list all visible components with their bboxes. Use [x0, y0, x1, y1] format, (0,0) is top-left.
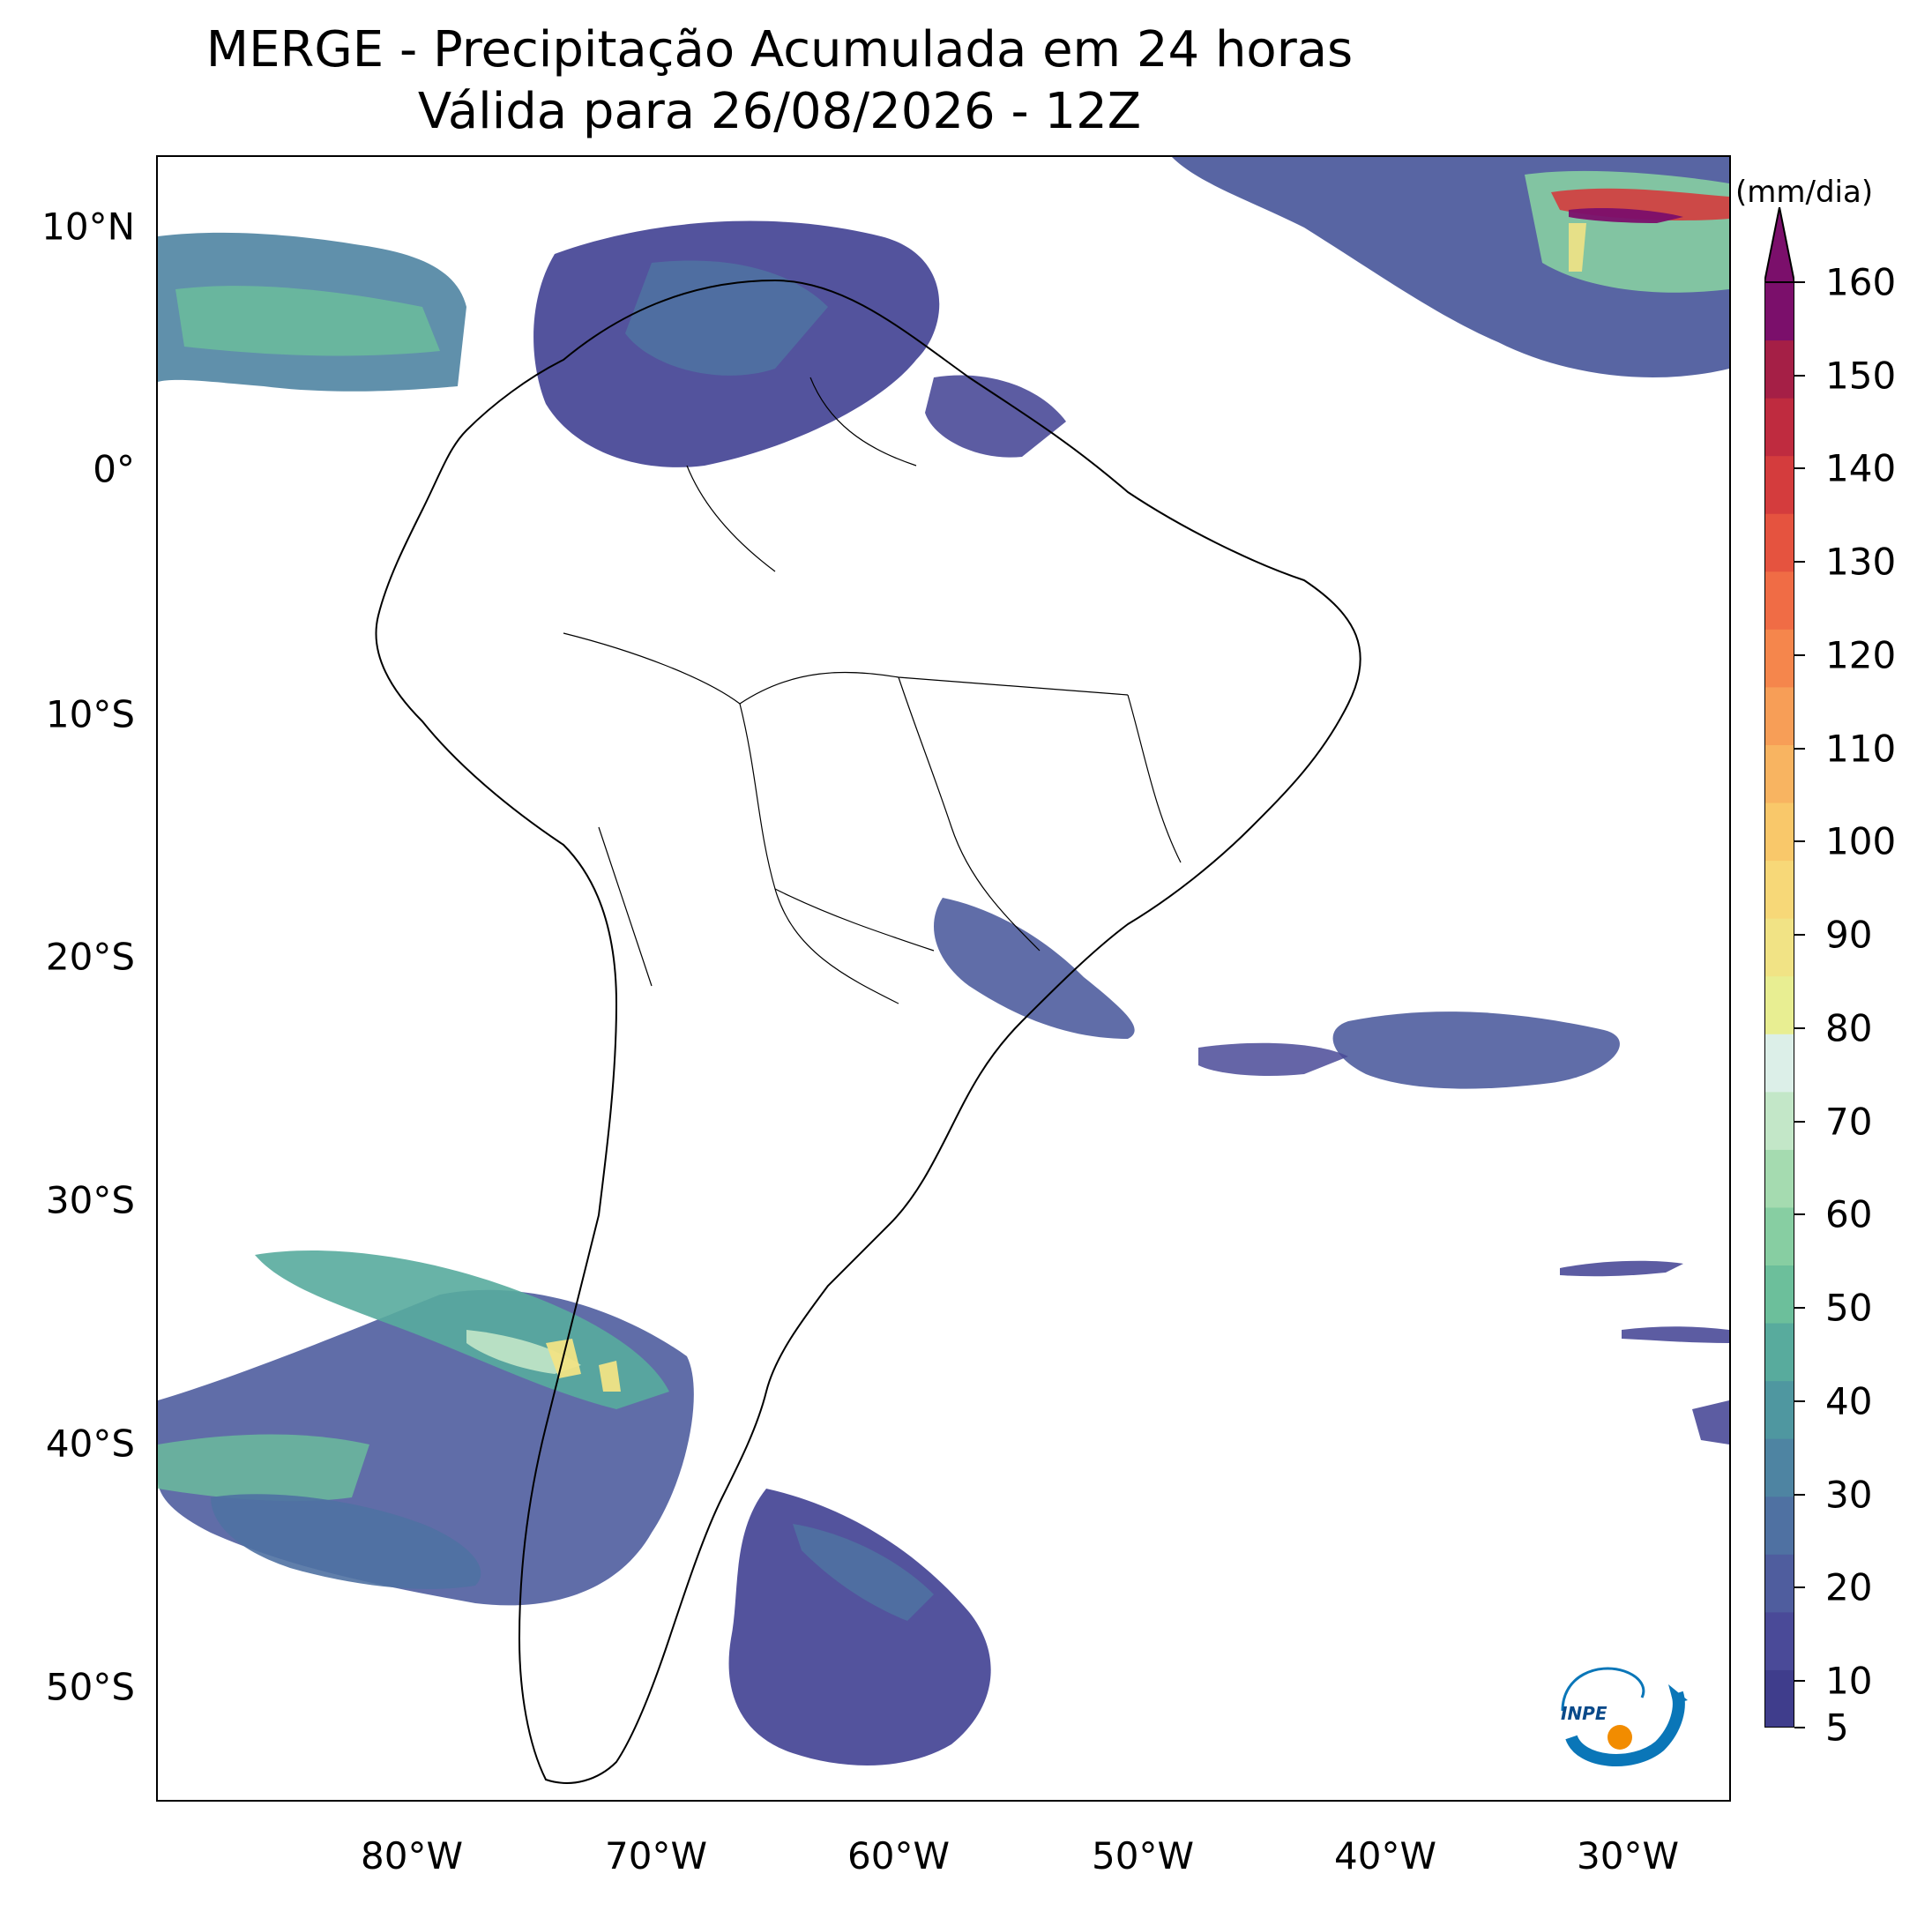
colorbar [1764, 207, 1794, 1728]
colorbar-tick-label: 70 [1825, 1100, 1873, 1144]
colorbar-extend-arrow [1764, 207, 1794, 283]
colorbar-tick-mark [1794, 1400, 1805, 1402]
precip-patagonia-atlantic [728, 1489, 991, 1765]
colorbar-tick-mark [1794, 1586, 1805, 1589]
colorbar-tick-mark [1794, 374, 1805, 377]
colorbar-tick-label: 30 [1825, 1473, 1873, 1517]
colorbar-segment [1764, 340, 1794, 399]
colorbar-segment [1764, 1265, 1794, 1324]
inpe-logo: INPE [1561, 1667, 1688, 1766]
lon-label-60W: 60°W [847, 1834, 950, 1877]
precip-fields [158, 157, 1729, 1765]
colorbar-segment [1764, 744, 1794, 803]
colorbar-segment [1764, 1438, 1794, 1497]
colorbar-tick-mark [1794, 1727, 1805, 1728]
title-line-1: MERGE - Precipitação Acumulada em 24 hor… [205, 21, 1354, 78]
colorbar-segment [1764, 1206, 1794, 1266]
colorbar-tick-mark [1794, 934, 1805, 937]
lon-label-50W: 50°W [1092, 1834, 1194, 1877]
colorbar-segment [1764, 686, 1794, 745]
colorbar-segment [1764, 398, 1794, 457]
colorbar-tick-label: 130 [1825, 540, 1897, 584]
colorbar-tick-mark [1794, 1307, 1805, 1310]
colorbar-segment [1764, 860, 1794, 919]
colorbar-tick-mark [1794, 467, 1805, 470]
precip-paraguay [934, 898, 1135, 1039]
colorbar-tick-label: 90 [1825, 913, 1873, 957]
colorbar-tick-mark [1794, 1026, 1805, 1029]
lat-label-10N: 10°N [41, 205, 135, 249]
colorbar-tick-label: 100 [1825, 819, 1897, 863]
title-line-2: Válida para 26/08/2026 - 12Z [417, 83, 1142, 140]
map-panel [156, 155, 1731, 1802]
colorbar-segment [1764, 1034, 1794, 1093]
colorbar-segment [1764, 1669, 1794, 1728]
colorbar-segment [1764, 455, 1794, 514]
colorbar-tick-label: 140 [1825, 446, 1897, 490]
colorbar-tick-label: 50 [1825, 1286, 1873, 1330]
colorbar-tick-mark [1794, 1680, 1805, 1683]
colorbar-segment [1764, 802, 1794, 862]
lon-label-40W: 40°W [1334, 1834, 1436, 1877]
lat-label-40S: 40°S [45, 1422, 135, 1466]
colorbar-segment [1764, 975, 1794, 1034]
colorbar-tick-label: 20 [1825, 1565, 1873, 1609]
colorbar-unit: (mm/dia) [1735, 175, 1874, 210]
country-borders [563, 377, 1182, 1004]
precip-atlantic-se [1332, 1011, 1620, 1089]
colorbar-tick-mark [1794, 1213, 1805, 1216]
south-america-outline [375, 279, 1361, 1784]
lat-label-50S: 50°S [45, 1665, 135, 1709]
colorbar-segment [1764, 1496, 1794, 1555]
precipitation-map [158, 157, 1729, 1784]
colorbar-tick-mark [1794, 840, 1805, 843]
colorbar-segment [1764, 918, 1794, 977]
lat-label-20S: 20°S [45, 935, 135, 979]
colorbar-tick-label: 5 [1825, 1706, 1849, 1750]
colorbar-tick-label: 110 [1825, 727, 1897, 771]
colorbar-segment [1764, 1091, 1794, 1150]
colorbar-tick-label: 160 [1825, 260, 1897, 304]
colorbar-segment [1764, 1611, 1794, 1670]
colorbar-tick-label: 150 [1825, 354, 1897, 398]
colorbar-segment [1764, 629, 1794, 688]
logo-text: INPE [1561, 1703, 1608, 1724]
colorbar-tick-mark [1794, 653, 1805, 656]
colorbar-tick-label: 40 [1825, 1379, 1873, 1423]
colorbar-segment [1764, 571, 1794, 630]
colorbar-tick-label: 10 [1825, 1659, 1873, 1703]
lon-label-80W: 80°W [361, 1834, 463, 1877]
colorbar-segment [1764, 282, 1794, 341]
colorbar-tick-label: 120 [1825, 633, 1897, 677]
colorbar-tick-mark [1794, 747, 1805, 750]
colorbar-segment [1764, 1149, 1794, 1208]
lat-label-30S: 30°S [45, 1178, 135, 1222]
lat-label-0: 0° [93, 447, 135, 491]
colorbar-segment [1764, 1380, 1794, 1439]
colorbar-tick-label: 80 [1825, 1006, 1873, 1050]
colorbar-segment [1764, 1554, 1794, 1613]
colorbar-tick-mark [1794, 561, 1805, 564]
map-title: MERGE - Precipitação Acumulada em 24 hor… [0, 19, 1559, 143]
colorbar-segment [1764, 513, 1794, 572]
colorbar-segment [1764, 1323, 1794, 1382]
colorbar-tick-mark [1794, 1120, 1805, 1123]
lon-label-30W: 30°W [1577, 1834, 1679, 1877]
lon-label-70W: 70°W [605, 1834, 707, 1877]
colorbar-tick-mark [1794, 281, 1805, 283]
lat-label-10S: 10°S [45, 692, 135, 736]
colorbar-tick-mark [1794, 1493, 1805, 1496]
coastlines [375, 279, 1361, 1784]
colorbar-tick-label: 60 [1825, 1192, 1873, 1236]
